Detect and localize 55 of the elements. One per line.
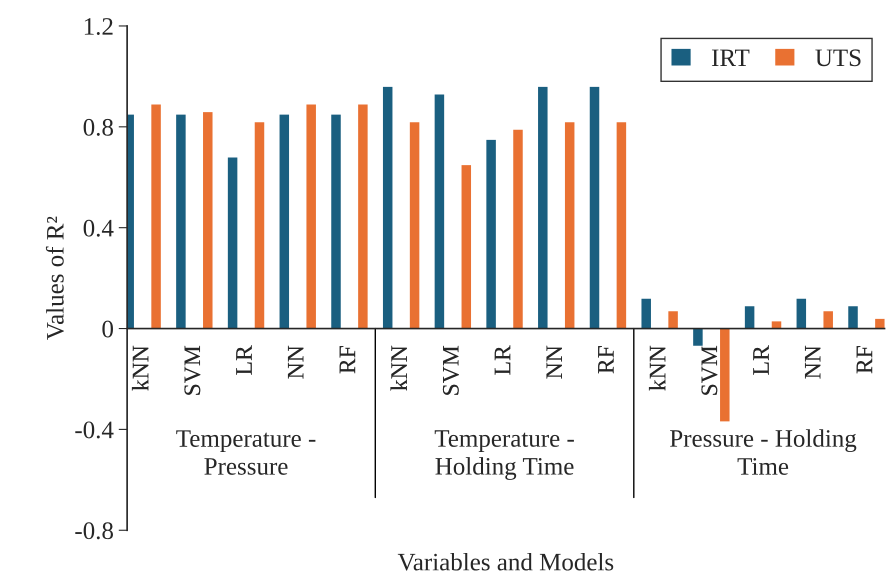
bar [278, 114, 290, 329]
x-tick-label: LR [494, 345, 510, 375]
x-tick-label: kNN [132, 346, 148, 391]
y-tick-label: 0.4 [84, 220, 114, 237]
bar [537, 86, 548, 329]
bar [357, 104, 368, 329]
bar [150, 104, 162, 329]
bar [668, 310, 679, 329]
bar [486, 139, 497, 329]
y-tick-label: -0.8 [75, 522, 113, 540]
x-tick-label: LR [753, 345, 769, 375]
y-tick-label: -0.4 [75, 421, 114, 438]
bar [822, 310, 834, 329]
annotation: Temperature - Holding Time [434, 430, 574, 480]
bar [796, 298, 807, 329]
y-tick-label: 0.8 [84, 118, 113, 136]
x-tick-label: SVM [184, 346, 200, 395]
legend-label: IRT [712, 50, 750, 66]
bar [616, 121, 627, 329]
y-tick-label: 0 [102, 320, 113, 338]
bar [692, 328, 704, 347]
bar [640, 298, 652, 329]
bar [719, 328, 730, 422]
bar [744, 305, 756, 329]
legend-label: UTS [815, 49, 861, 66]
x-tick-label: RF [598, 346, 614, 374]
bar [175, 114, 186, 329]
bar [460, 164, 472, 329]
bar [306, 104, 317, 329]
x-tick-label: SVM [701, 346, 718, 395]
x-tick-label: NN [546, 346, 562, 379]
bar [847, 305, 859, 329]
x-tick-label: NN [288, 346, 304, 379]
x-tick-label: SVM [442, 346, 459, 395]
bar [512, 128, 524, 329]
x-tick-label: LR [236, 345, 252, 375]
bar [254, 121, 266, 329]
bar [409, 121, 420, 329]
x-tick-label: RF [856, 346, 872, 374]
x-tick-label: kNN [390, 346, 407, 391]
bar [564, 121, 576, 329]
y-tick-label: 1.2 [84, 18, 113, 35]
bar [227, 156, 238, 329]
bar [202, 111, 214, 329]
bar [588, 86, 600, 329]
y-axis-title: Values of R² [46, 216, 64, 340]
bar [382, 86, 394, 329]
x-axis-title: Variables and Models [398, 552, 614, 571]
bar [330, 114, 342, 329]
x-tick-label: RF [340, 346, 356, 374]
bar [434, 94, 445, 329]
x-tick-label: kNN [648, 346, 666, 391]
x-tick-label: NN [804, 346, 820, 379]
annotation: Temperature - Pressure [176, 430, 316, 475]
annotation: Pressure - Holding Time [670, 429, 856, 475]
